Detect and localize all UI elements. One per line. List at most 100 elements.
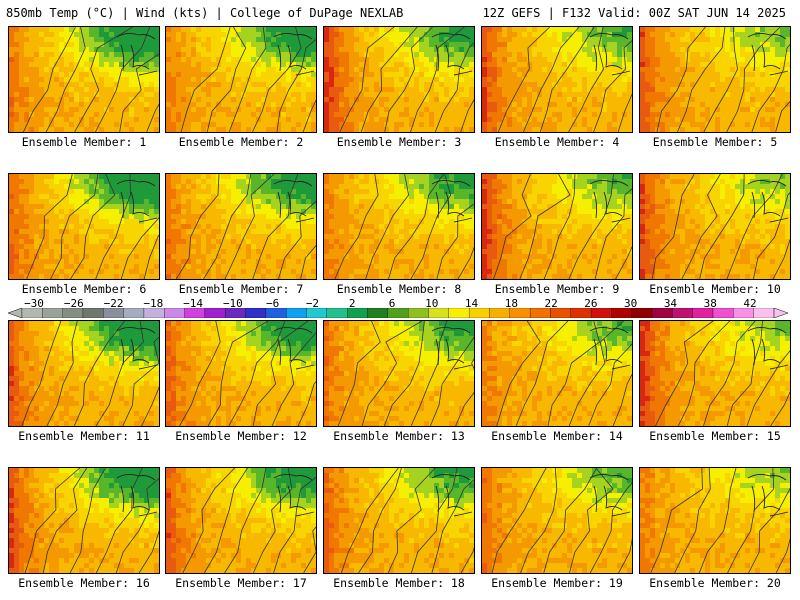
contour-line — [410, 27, 465, 132]
contour-line — [543, 174, 576, 279]
colorbar-tick-label: −2 — [305, 297, 320, 310]
colorbar-swatch — [123, 308, 145, 318]
contour-line — [252, 321, 309, 426]
contour-line — [361, 321, 423, 426]
colorbar-tick-label: 22 — [544, 297, 558, 310]
ensemble-panel-6 — [8, 173, 160, 280]
colorbar-swatch — [164, 308, 185, 318]
contour-line — [703, 321, 756, 426]
colorbar-swatch — [326, 308, 348, 318]
contour-line — [594, 188, 632, 279]
colorbar-max-arrow — [773, 308, 788, 318]
contour-line — [21, 321, 62, 426]
great-lakes-outline — [747, 326, 789, 370]
contour-line — [568, 321, 624, 426]
ensemble-member-label: Ensemble Member: 10 — [649, 282, 781, 296]
temperature-map — [482, 174, 632, 279]
contour-line — [203, 174, 252, 279]
contour-line — [95, 27, 151, 132]
contour-line — [520, 468, 558, 573]
contour-line — [45, 27, 86, 132]
temperature-map — [324, 321, 474, 426]
contour-line — [726, 321, 763, 426]
contour-line — [770, 391, 790, 426]
temperature-map — [166, 321, 316, 426]
temperature-map — [640, 468, 790, 573]
contour-line — [748, 487, 790, 573]
great-lakes-outline — [116, 326, 158, 370]
great-lakes-outline — [431, 473, 473, 517]
ensemble-panel-1 — [8, 26, 160, 133]
ensemble-panel-17 — [165, 467, 317, 574]
ensemble-member-label: Ensemble Member: 12 — [175, 429, 307, 443]
ensemble-panel-2 — [165, 26, 317, 133]
contour-line — [703, 27, 738, 132]
contour-line — [24, 468, 81, 573]
colorbar-tick-label: 38 — [703, 297, 717, 310]
contour-line — [46, 321, 78, 426]
contour-line — [303, 526, 316, 573]
contour-line — [141, 386, 159, 426]
temperature-map — [324, 468, 474, 573]
contour-line — [207, 321, 269, 426]
contour-line — [146, 103, 159, 132]
contour-line — [179, 321, 221, 426]
contour-line — [726, 174, 783, 279]
contour-line — [271, 332, 316, 426]
contour-line — [297, 381, 316, 426]
contour-line — [204, 468, 248, 573]
ensemble-panel-7 — [165, 173, 317, 280]
contour-line — [727, 468, 775, 573]
contour-line — [589, 482, 632, 573]
colorbar-swatch — [753, 308, 775, 318]
colorbar-tick-label: −26 — [63, 297, 84, 310]
contour-line — [455, 358, 474, 426]
ensemble-member-label: Ensemble Member: 13 — [333, 429, 465, 443]
contour-line — [593, 40, 632, 132]
contour-line — [228, 321, 286, 426]
contour-line — [300, 245, 316, 279]
colorbar-tick-label: −22 — [103, 297, 124, 310]
ensemble-panel-9 — [481, 173, 633, 280]
contour-line — [656, 27, 706, 132]
ensemble-member-label: Ensemble Member: 17 — [175, 576, 307, 590]
temperature-map — [166, 174, 316, 279]
contour-line — [73, 321, 125, 426]
contour-line — [120, 217, 159, 279]
contour-line — [651, 174, 695, 279]
colorbar-swatch — [286, 308, 307, 318]
colorbar-tick-label: −18 — [143, 297, 164, 310]
temperature-map — [9, 27, 159, 132]
great-lakes-outline — [116, 32, 158, 76]
ensemble-member-label: Ensemble Member: 19 — [491, 576, 623, 590]
colorbar-tick-label: 26 — [584, 297, 598, 310]
contour-line — [69, 468, 106, 573]
ensemble-member-label: Ensemble Member: 7 — [178, 282, 304, 296]
contour-line — [493, 174, 532, 279]
great-lakes-outline — [273, 179, 315, 223]
contour-line — [460, 546, 474, 573]
great-lakes-outline — [747, 32, 789, 76]
contour-line — [119, 53, 159, 132]
ensemble-member-label: Ensemble Member: 1 — [21, 135, 147, 149]
ensemble-panel-12 — [165, 320, 317, 427]
contour-line — [674, 468, 711, 573]
ensemble-panel-18 — [323, 467, 475, 574]
great-lakes-outline — [589, 179, 631, 223]
temperature-map — [166, 468, 316, 573]
temperature-map — [640, 27, 790, 132]
ensemble-member-label: Ensemble Member: 18 — [333, 576, 465, 590]
contour-line — [206, 27, 247, 132]
ensemble-member-label: Ensemble Member: 14 — [491, 429, 623, 443]
ensemble-member-label: Ensemble Member: 9 — [494, 282, 620, 296]
ensemble-panel-8 — [323, 173, 475, 280]
contour-line — [618, 538, 632, 573]
contour-line — [677, 321, 731, 426]
contour-line — [410, 174, 452, 279]
contour-line — [26, 174, 73, 279]
contour-line — [539, 27, 595, 132]
contour-line — [276, 38, 316, 132]
colorbar-tick-label: −10 — [222, 297, 243, 310]
contour-line — [436, 203, 474, 279]
contour-line — [698, 468, 737, 573]
